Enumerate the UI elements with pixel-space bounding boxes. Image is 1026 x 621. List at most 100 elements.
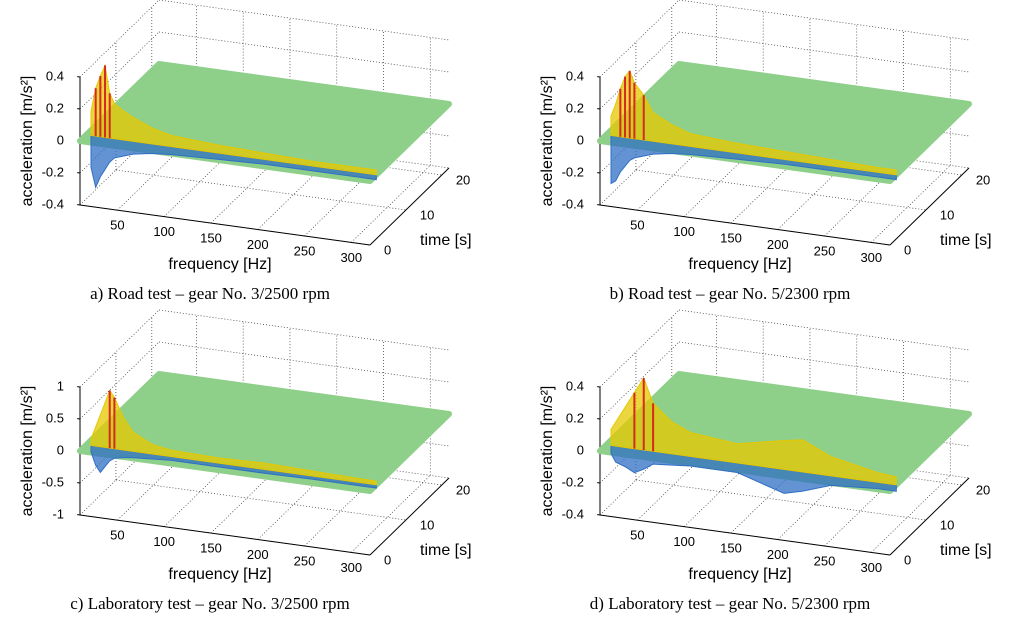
grid-line (163, 449, 244, 527)
grid-line (599, 309, 680, 388)
grid-line (824, 468, 904, 547)
y-axis (889, 167, 970, 246)
z-tick-label: -0.4 (562, 196, 584, 211)
y-axis (889, 477, 970, 556)
grid-line (117, 442, 197, 521)
grid-line (777, 462, 857, 540)
x-tick-label: 50 (630, 218, 644, 233)
x-tick-label: 200 (767, 237, 789, 252)
y-axis (369, 167, 450, 246)
grid-line (79, 309, 160, 388)
z-tick-label: -0.4 (562, 506, 584, 521)
grid-line (678, 0, 970, 41)
z-tick-label: 0.2 (566, 100, 584, 115)
grid-line (599, 127, 680, 206)
grid-line (637, 442, 717, 521)
z-tick-label: 0 (577, 442, 584, 457)
x-tick-label: 150 (200, 541, 222, 556)
grid-line (210, 145, 291, 224)
grid-line (158, 309, 450, 351)
grid-line (158, 341, 450, 383)
grid-line (599, 341, 680, 420)
lower-envelope (610, 444, 897, 494)
grid-line (871, 475, 951, 553)
grid-line (115, 479, 406, 521)
z-tick-label: 0 (577, 132, 584, 147)
grid-line (158, 0, 450, 41)
z-tick-label: -0.2 (562, 474, 584, 489)
z-tick-label: 0 (57, 442, 64, 457)
x-tick-label: 100 (673, 224, 695, 239)
x-tick-label: 300 (340, 250, 362, 265)
grid-line (79, 127, 160, 206)
grid-line (351, 475, 431, 553)
x-tick-label: 300 (340, 560, 362, 575)
grid-line (683, 449, 764, 527)
grid-line (635, 169, 926, 211)
grid-line (599, 31, 680, 110)
y-tick-label: 0 (384, 552, 391, 567)
z-tick-label: -0.2 (42, 164, 64, 179)
panel: -0.4 -0.2 0 0.2 0.4 50 100 150 200 250 300 0 10 20 acc… (539, 309, 992, 613)
grid-line (351, 165, 431, 243)
grid-line (257, 152, 337, 230)
x-axis-label: frequency [Hz] (168, 566, 271, 583)
x-tick-label: 200 (247, 547, 269, 562)
y-tick-label: 0 (904, 242, 911, 257)
x-tick-label: 150 (720, 541, 742, 556)
grid-line (158, 31, 450, 73)
grid-line (257, 462, 337, 540)
panel: -0.4 -0.2 0 0.2 0.4 50 100 150 200 250 300 0 10 20 acc… (19, 0, 472, 303)
y-tick-label: 0 (904, 552, 911, 567)
z-axis-label: acceleration [m/s²] (539, 76, 556, 207)
grid-line (678, 31, 970, 73)
x-tick-label: 250 (814, 243, 836, 258)
x-tick-label: 200 (247, 237, 269, 252)
x-tick-label: 50 (110, 528, 124, 543)
grid-line (871, 165, 951, 243)
z-tick-label: 0 (57, 132, 64, 147)
y-axis-label: time [s] (420, 232, 472, 249)
x-tick-label: 150 (720, 231, 742, 246)
grid-line (683, 139, 764, 217)
y-tick-label: 10 (420, 207, 434, 222)
grid-line (115, 169, 406, 211)
z-tick-label: 0.5 (46, 410, 64, 425)
grid-line (79, 405, 160, 484)
caption: b) Road test – gear No. 5/2300 rpm (610, 284, 851, 303)
x-axis-label: frequency [Hz] (168, 256, 271, 273)
caption: c) Laboratory test – gear No. 3/2500 rpm (70, 594, 349, 613)
z-axis-label: acceleration [m/s²] (19, 76, 36, 207)
y-tick-label: 20 (976, 172, 990, 187)
y-tick-label: 20 (976, 482, 990, 497)
y-tick-label: 20 (456, 482, 470, 497)
grid-line (678, 341, 970, 383)
y-tick-label: 10 (420, 517, 434, 532)
upper-envelope (90, 389, 377, 486)
x-axis-label: frequency [Hz] (688, 566, 791, 583)
z-tick-label: 0.2 (46, 100, 64, 115)
x-axis-label: frequency [Hz] (688, 256, 791, 273)
x-axis (79, 514, 371, 556)
x-tick-label: 50 (110, 218, 124, 233)
z-axis-label: acceleration [m/s²] (539, 386, 556, 517)
x-tick-label: 250 (814, 553, 836, 568)
y-axis-label: time [s] (940, 542, 992, 559)
y-axis (369, 477, 450, 556)
x-tick-label: 150 (200, 231, 222, 246)
grid-line (599, 0, 680, 78)
x-tick-label: 100 (153, 224, 175, 239)
grid-line (730, 145, 811, 224)
lower-envelope (90, 444, 377, 489)
caption: a) Road test – gear No. 3/2500 rpm (90, 284, 330, 303)
caption: d) Laboratory test – gear No. 5/2300 rpm (590, 594, 870, 613)
y-axis-label: time [s] (420, 542, 472, 559)
surface-sheet (77, 371, 452, 494)
x-tick-label: 200 (767, 547, 789, 562)
z-tick-label: 0.4 (566, 68, 584, 83)
grid-line (79, 31, 160, 110)
z-tick-label: -1 (52, 506, 64, 521)
y-tick-label: 10 (940, 207, 954, 222)
